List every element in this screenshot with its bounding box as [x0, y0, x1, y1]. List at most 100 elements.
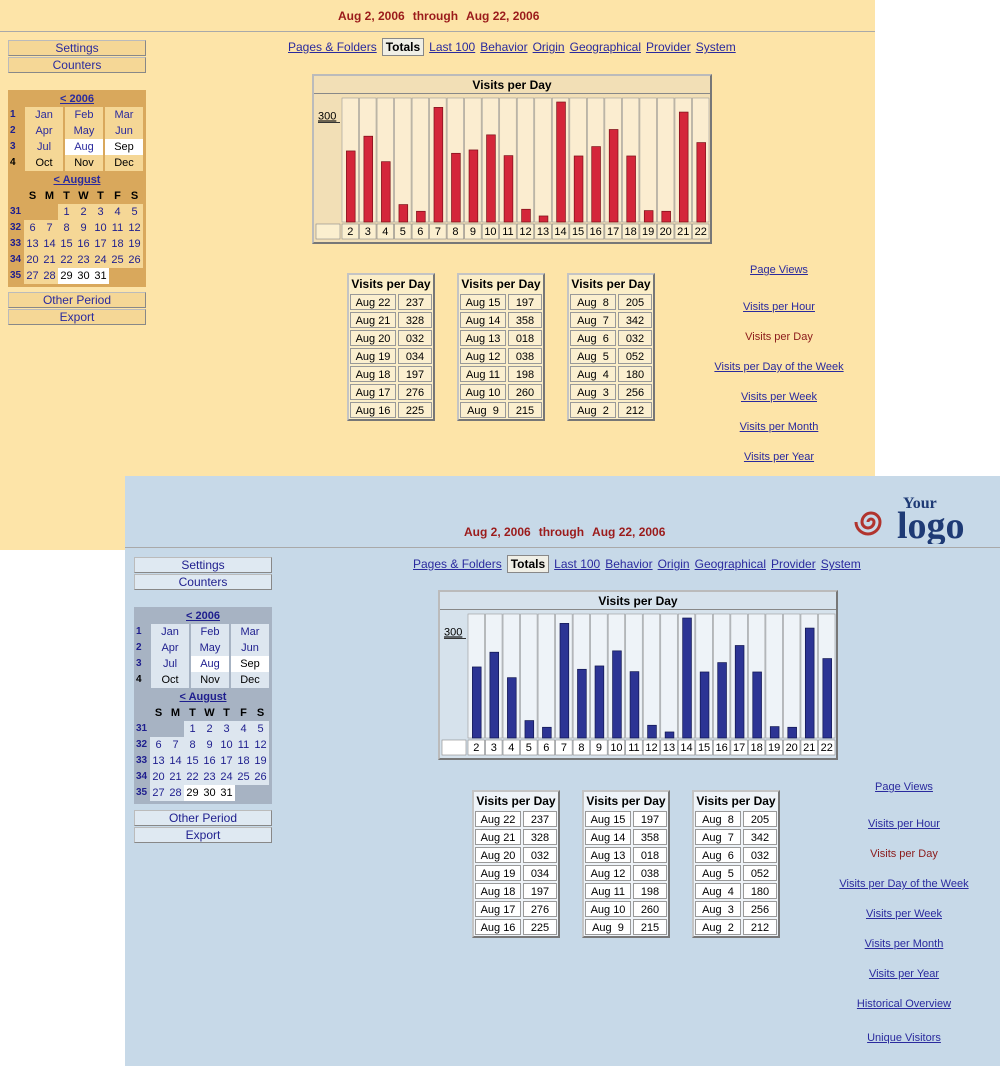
calendar-day[interactable]: 21	[41, 252, 58, 268]
report-link-visits-per-year[interactable]: Visits per Year	[743, 451, 815, 463]
report-link-visits-per-hour[interactable]: Visits per Hour	[743, 301, 815, 313]
report-link-page-views[interactable]: Page Views	[750, 264, 808, 276]
week-number[interactable]: 34	[10, 254, 22, 265]
week-number[interactable]: 31	[10, 206, 22, 217]
tab-origin[interactable]: Origin	[532, 40, 565, 54]
tab-pages-folders[interactable]: Pages & Folders	[288, 40, 377, 54]
month-jan[interactable]: Jan	[25, 107, 63, 123]
year-nav-link[interactable]: < 2006	[186, 610, 220, 622]
calendar-day[interactable]: 11	[235, 737, 252, 753]
month-jun[interactable]: Jun	[105, 123, 143, 139]
week-number[interactable]: 35	[10, 270, 22, 281]
quarter-number[interactable]: 4	[136, 674, 142, 685]
calendar-day[interactable]: 9	[201, 737, 218, 753]
calendar-day[interactable]: 13	[24, 236, 41, 252]
month-sep[interactable]: Sep	[105, 139, 143, 155]
calendar-day[interactable]: 5	[126, 204, 143, 220]
tab-totals[interactable]: Totals	[381, 38, 425, 56]
quarter-number[interactable]: 1	[136, 626, 142, 637]
month-aug[interactable]: Aug	[191, 656, 229, 672]
calendar-day[interactable]: 22	[58, 252, 75, 268]
report-link-visits-per-week[interactable]: Visits per Week	[740, 391, 817, 403]
week-number[interactable]: 34	[136, 771, 148, 782]
calendar-day[interactable]: 14	[167, 753, 184, 769]
quarter-number[interactable]: 2	[136, 642, 142, 653]
calendar-day[interactable]: 19	[252, 753, 269, 769]
month-jun[interactable]: Jun	[231, 640, 269, 656]
report-link-visits-per-day-of-the-week[interactable]: Visits per Day of the Week	[714, 361, 844, 373]
report-link-unique-visitors[interactable]: Unique Visitors	[867, 1032, 941, 1044]
calendar-day[interactable]: 14	[41, 236, 58, 252]
calendar-day[interactable]: 15	[184, 753, 201, 769]
month-jul[interactable]: Jul	[151, 656, 189, 672]
report-link-visits-per-year[interactable]: Visits per Year	[868, 968, 940, 980]
report-link-visits-per-day-of-the-week[interactable]: Visits per Day of the Week	[839, 878, 969, 890]
tab-totals[interactable]: Totals	[506, 555, 550, 573]
calendar-day[interactable]: 24	[218, 769, 235, 785]
tab-system[interactable]: System	[695, 40, 736, 54]
tab-geographical[interactable]: Geographical	[694, 557, 766, 571]
report-link-visits-per-week[interactable]: Visits per Week	[865, 908, 942, 920]
calendar-day[interactable]: 4	[235, 721, 252, 737]
month-nov[interactable]: Nov	[65, 155, 103, 171]
week-number[interactable]: 35	[136, 787, 148, 798]
calendar-day[interactable]: 9	[75, 220, 92, 236]
counters-button[interactable]: Counters	[134, 574, 272, 590]
calendar-day[interactable]: 10	[218, 737, 235, 753]
report-link-visits-per-month[interactable]: Visits per Month	[739, 421, 819, 433]
calendar-day[interactable]: 7	[167, 737, 184, 753]
week-number[interactable]: 32	[10, 222, 22, 233]
month-nov[interactable]: Nov	[191, 672, 229, 688]
calendar-day[interactable]: 20	[150, 769, 167, 785]
calendar-day[interactable]: 28	[167, 785, 184, 801]
calendar-day[interactable]: 13	[150, 753, 167, 769]
month-sep[interactable]: Sep	[231, 656, 269, 672]
month-oct[interactable]: Oct	[151, 672, 189, 688]
calendar-day[interactable]: 27	[24, 268, 41, 284]
month-may[interactable]: May	[191, 640, 229, 656]
calendar-day[interactable]: 10	[92, 220, 109, 236]
quarter-number[interactable]: 1	[10, 109, 16, 120]
report-link-page-views[interactable]: Page Views	[875, 781, 933, 793]
calendar-day[interactable]: 23	[201, 769, 218, 785]
settings-button[interactable]: Settings	[8, 40, 146, 56]
year-nav-link[interactable]: < 2006	[60, 93, 94, 105]
calendar-day[interactable]: 12	[126, 220, 143, 236]
month-nav-link[interactable]: < August	[179, 691, 227, 703]
calendar-day[interactable]: 27	[150, 785, 167, 801]
month-apr[interactable]: Apr	[25, 123, 63, 139]
month-aug[interactable]: Aug	[65, 139, 103, 155]
calendar-day[interactable]: 3	[92, 204, 109, 220]
tab-behavior[interactable]: Behavior	[605, 557, 653, 571]
calendar-day[interactable]: 21	[167, 769, 184, 785]
calendar-day[interactable]: 17	[218, 753, 235, 769]
calendar-day[interactable]: 12	[252, 737, 269, 753]
month-feb[interactable]: Feb	[65, 107, 103, 123]
calendar-day[interactable]: 20	[24, 252, 41, 268]
week-number[interactable]: 33	[10, 238, 22, 249]
tab-behavior[interactable]: Behavior	[480, 40, 528, 54]
calendar-day[interactable]: 18	[235, 753, 252, 769]
month-jan[interactable]: Jan	[151, 624, 189, 640]
calendar-day[interactable]: 17	[92, 236, 109, 252]
calendar-day[interactable]: 26	[252, 769, 269, 785]
calendar-day[interactable]: 26	[126, 252, 143, 268]
tab-last-100[interactable]: Last 100	[554, 557, 601, 571]
month-dec[interactable]: Dec	[231, 672, 269, 688]
calendar-day[interactable]: 1	[184, 721, 201, 737]
other-period-button[interactable]: Other Period	[134, 810, 272, 826]
calendar-day[interactable]: 16	[75, 236, 92, 252]
other-period-button[interactable]: Other Period	[8, 292, 146, 308]
calendar-day[interactable]: 25	[235, 769, 252, 785]
calendar-day[interactable]: 2	[201, 721, 218, 737]
calendar-day[interactable]: 6	[150, 737, 167, 753]
month-jul[interactable]: Jul	[25, 139, 63, 155]
month-apr[interactable]: Apr	[151, 640, 189, 656]
calendar-day[interactable]: 23	[75, 252, 92, 268]
month-mar[interactable]: Mar	[231, 624, 269, 640]
calendar-day[interactable]: 11	[109, 220, 126, 236]
calendar-day[interactable]: 18	[109, 236, 126, 252]
quarter-number[interactable]: 2	[10, 125, 16, 136]
tab-origin[interactable]: Origin	[657, 557, 690, 571]
calendar-day[interactable]: 28	[41, 268, 58, 284]
